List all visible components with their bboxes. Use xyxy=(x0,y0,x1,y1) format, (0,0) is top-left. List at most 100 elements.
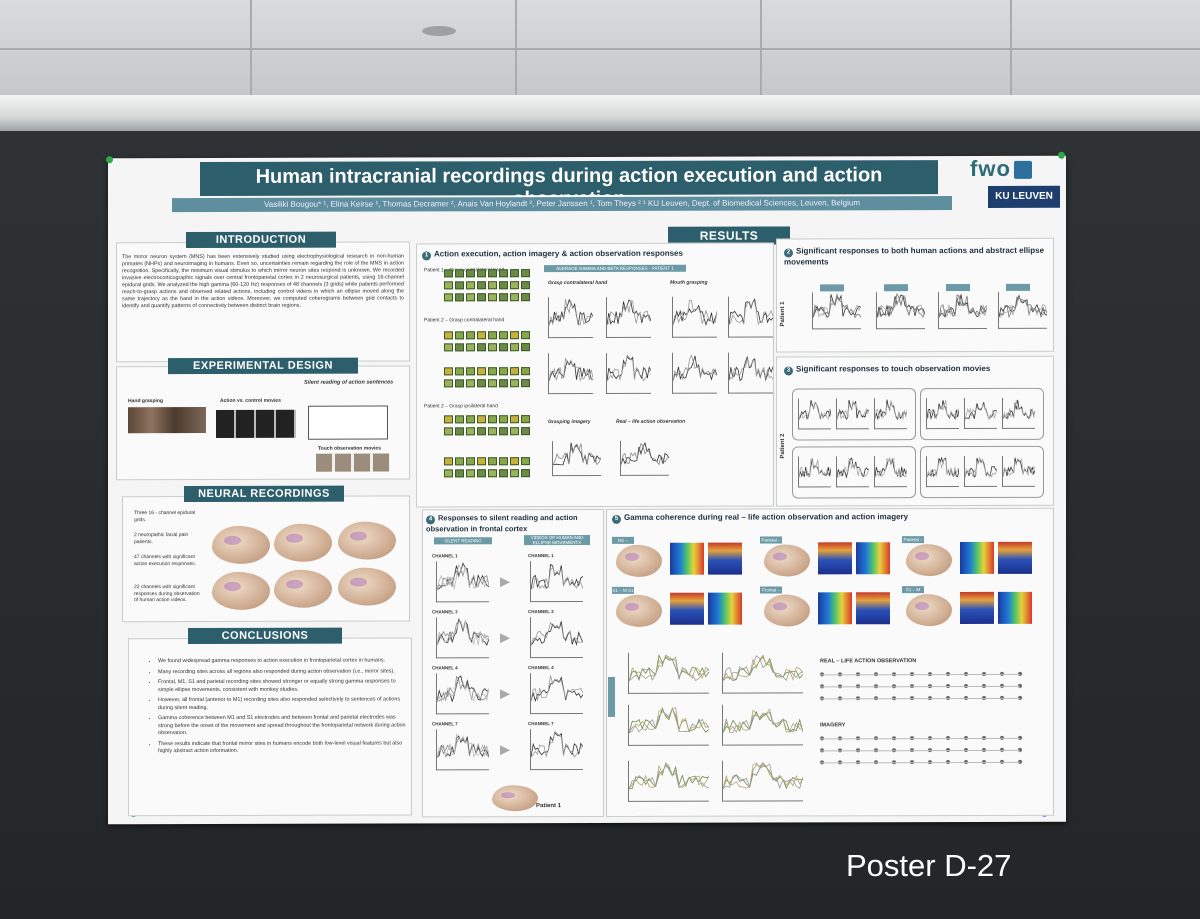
electrode-contact xyxy=(477,367,486,376)
electrode-contact xyxy=(444,293,453,302)
trace-plot xyxy=(812,292,861,330)
ceiling xyxy=(0,0,1200,100)
arrow-icon xyxy=(500,689,510,700)
electrode-contact xyxy=(444,269,453,278)
subplot-header xyxy=(884,284,908,292)
silent-reading-header: SILENT READING xyxy=(434,537,492,545)
channel-label: CHANNEL 1 xyxy=(432,553,458,559)
trace-plot xyxy=(722,704,803,746)
electrode-contact xyxy=(444,415,453,424)
trace-plot xyxy=(964,455,997,488)
electrode-contact xyxy=(455,469,464,478)
electrode-contact xyxy=(521,269,530,278)
brain-image xyxy=(338,567,396,606)
pin xyxy=(1058,151,1065,159)
channel-label: CHANNEL 3 xyxy=(528,609,554,615)
electrode-contact xyxy=(455,415,464,424)
trace-plot xyxy=(728,296,773,338)
trace-plot xyxy=(530,729,583,771)
trace-plot xyxy=(926,398,959,430)
trace-plot xyxy=(722,760,803,802)
heatmap xyxy=(708,592,742,625)
grasping-imagery-label: Grasping imagery xyxy=(548,418,591,426)
average-responses-header: AVERAGE GAMMA AND BETA RESPONSES - PATIE… xyxy=(544,264,686,273)
trace-plot xyxy=(836,398,869,430)
section-4-title-text: Responses to silent reading and action o… xyxy=(426,513,578,534)
conclusion-item: These results indicate that frontal mirr… xyxy=(158,740,410,756)
ku-leuven-logo: KU LEUVEN xyxy=(988,185,1060,208)
electrode-contact xyxy=(444,367,453,376)
channel-label: CHANNEL 7 xyxy=(432,721,458,727)
electrode-contact xyxy=(455,281,464,290)
conclusions-header: CONCLUSIONS xyxy=(188,627,342,645)
trace-plot xyxy=(722,652,803,694)
experimental-design-header: EXPERIMENTAL DESIGN xyxy=(168,357,358,375)
electrode-contact xyxy=(521,469,530,478)
electrode-contact xyxy=(499,415,508,424)
electrode-contact xyxy=(488,415,497,424)
conclusion-item: Gamma coherence between M1 and S1 electr… xyxy=(158,714,410,737)
trace-plot xyxy=(728,352,773,394)
fwo-logo-text: fwo xyxy=(970,155,1011,181)
electrode-contact xyxy=(455,293,464,302)
electrode-contact xyxy=(455,269,464,278)
section-4-title: 4 Responses to silent reading and action … xyxy=(426,513,598,533)
conclusion-item: Many recording sites across all regions … xyxy=(158,668,410,676)
electrode-contact xyxy=(499,281,508,290)
electrode-contact xyxy=(477,379,486,388)
patient-label: Patient 2 – Grasp ipsilateral hand xyxy=(424,403,498,410)
electrode-contact xyxy=(488,457,497,466)
electrode-contact xyxy=(455,457,464,466)
trace-plot xyxy=(548,352,593,395)
electrode-contact xyxy=(455,331,464,340)
electrode-contact xyxy=(488,427,497,436)
trace-plot xyxy=(436,617,489,659)
section-5-title: 5 Gamma coherence during real – life acti… xyxy=(612,512,908,524)
patient-1-footer-label: Patient 1 xyxy=(536,803,562,810)
electrode-contact xyxy=(488,269,497,278)
electrode-contact xyxy=(521,415,530,424)
electrode-contact xyxy=(499,367,508,376)
heatmap xyxy=(670,542,704,575)
trace-plot xyxy=(836,456,869,488)
ceiling-sprinkler xyxy=(422,26,456,36)
trace-plot xyxy=(998,291,1047,329)
real-life-observation-label: Real – life action observation xyxy=(616,418,686,425)
brain-image xyxy=(274,569,332,608)
observation-network-label: REAL – LIFE ACTION OBSERVATION xyxy=(820,658,917,665)
brain-image xyxy=(212,571,270,610)
action-control-movie-frames xyxy=(216,409,296,438)
imagery-network-label: IMAGERY xyxy=(820,722,846,729)
electrode-contact xyxy=(488,379,497,388)
brain-image xyxy=(616,544,662,577)
trace-plot xyxy=(874,398,907,430)
electrode-contact xyxy=(444,343,453,352)
heatmap xyxy=(708,542,742,575)
electrode-contact xyxy=(521,331,530,340)
electrode-contact xyxy=(510,379,519,388)
trace-plot xyxy=(628,704,709,746)
brain-image xyxy=(492,785,538,812)
section-2-title-text: Significant responses to both human acti… xyxy=(784,245,1045,267)
pair-tag: Parietal – M1 S1 xyxy=(760,536,782,550)
electrode-contact xyxy=(455,367,464,376)
grasp-contra-label: Grasp contralateral hand xyxy=(548,279,608,287)
brain-image xyxy=(764,544,810,577)
subplot-header xyxy=(820,284,844,292)
section-3-title: 3 Significant responses to touch observat… xyxy=(784,364,990,376)
heatmap xyxy=(818,592,852,625)
ceiling-seam xyxy=(515,0,517,95)
fwo-logo: fwo xyxy=(970,156,1032,182)
patient-1-label: Patient 1 xyxy=(780,301,786,327)
introduction-header: INTRODUCTION xyxy=(186,231,336,249)
electrode-contact xyxy=(477,293,486,302)
section-number: 5 xyxy=(612,514,621,524)
electrode-contact xyxy=(466,343,475,352)
section-number: 2 xyxy=(784,248,793,258)
heatmap xyxy=(670,592,704,625)
trace-plot xyxy=(552,440,601,477)
heatmap xyxy=(960,591,994,625)
electrode-contact xyxy=(466,367,475,376)
electrode-contact xyxy=(466,293,475,302)
conclusion-item: We found widespread gamma responses to a… xyxy=(158,657,410,665)
